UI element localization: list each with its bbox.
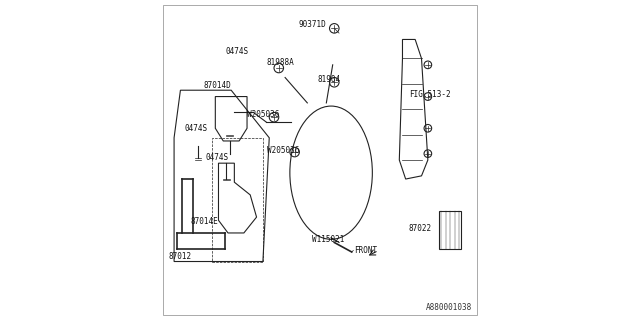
Text: A880001038: A880001038 — [426, 303, 472, 312]
Text: FIG.513-2: FIG.513-2 — [408, 91, 451, 100]
Text: FRONT: FRONT — [355, 246, 378, 255]
Text: 81904: 81904 — [317, 75, 340, 84]
Bar — [212, 138, 263, 261]
Text: 87022: 87022 — [408, 224, 431, 233]
Text: W205036: W205036 — [246, 110, 279, 119]
Text: 90371D: 90371D — [298, 20, 326, 29]
Text: 0474S: 0474S — [205, 153, 228, 162]
Text: 87012: 87012 — [169, 252, 192, 261]
Text: 87014D: 87014D — [203, 81, 231, 90]
Text: 81988A: 81988A — [266, 58, 294, 67]
Text: W205036: W205036 — [268, 146, 300, 155]
Text: 0474S: 0474S — [184, 124, 207, 133]
Text: W115021: W115021 — [312, 235, 345, 244]
Text: 87014E: 87014E — [190, 217, 218, 226]
Text: 0474S: 0474S — [226, 47, 249, 56]
